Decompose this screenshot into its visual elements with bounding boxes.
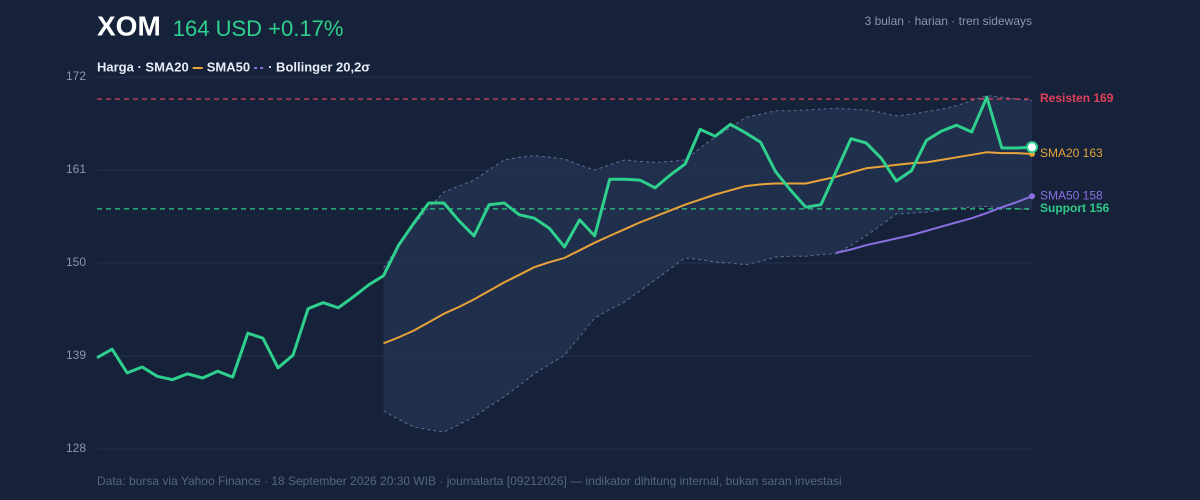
- y-tick-label: 128: [66, 441, 86, 455]
- end-label: SMA20 163: [1040, 146, 1103, 160]
- headline: 164 USD +0.17%: [173, 16, 344, 41]
- y-tick-label: 139: [66, 348, 86, 362]
- last-price-dot: [1026, 141, 1038, 154]
- footer: Data: bursa via Yahoo Finance · 18 Septe…: [97, 474, 842, 488]
- legend-label: SMA50: [207, 59, 250, 74]
- bollinger-upper: [383, 95, 1033, 269]
- legend-label: Harga · SMA20: [97, 59, 189, 74]
- reference-label: Support 156: [1040, 201, 1110, 215]
- y-tick-label: 161: [66, 162, 86, 176]
- series-line: [835, 195, 1033, 254]
- chart-title: XOM: [97, 10, 161, 41]
- end-label: SMA50 158: [1040, 188, 1103, 202]
- y-tick-label: 150: [66, 255, 86, 269]
- legend-label: · Bollinger 20,2σ: [268, 59, 370, 74]
- series-line: [383, 151, 1033, 345]
- end-dot: [1029, 193, 1035, 200]
- subtitle: 3 bulan · harian · tren sideways: [865, 14, 1032, 28]
- y-tick-label: 172: [66, 69, 86, 83]
- reference-label: Resisten 169: [1040, 91, 1114, 105]
- bollinger-band: [383, 95, 1032, 433]
- series-line: [96, 95, 1033, 382]
